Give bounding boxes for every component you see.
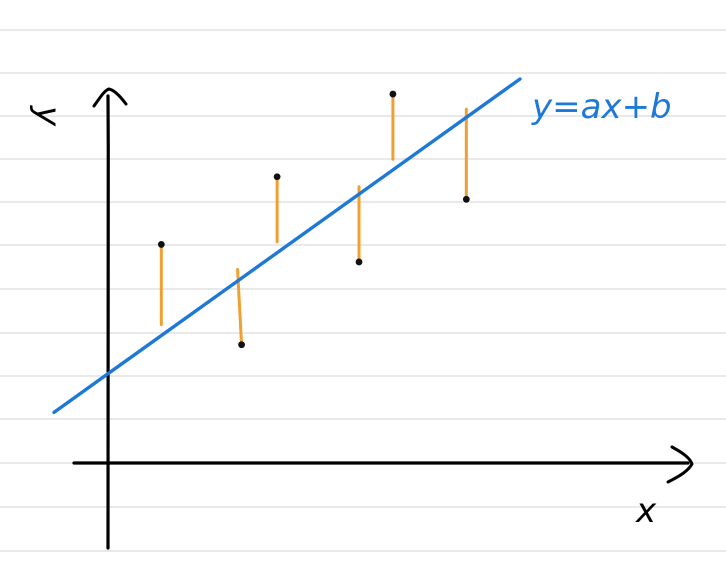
y-axis-arrowhead <box>92 87 128 108</box>
data-point-3 <box>273 173 281 181</box>
data-point-4 <box>355 258 363 266</box>
axes <box>72 87 694 550</box>
x-axis-label: x <box>635 491 657 531</box>
data-point-1 <box>157 241 165 248</box>
data-point-2 <box>238 341 245 349</box>
x-axis-arrowhead <box>666 445 694 484</box>
equation-label: y=ax+b <box>531 87 672 127</box>
data-point-6 <box>462 195 470 203</box>
y-axis-label: y <box>28 105 68 127</box>
data-point-5 <box>389 90 397 98</box>
regression-line <box>52 77 522 415</box>
residual-segments <box>159 92 468 347</box>
data-points <box>157 90 470 349</box>
